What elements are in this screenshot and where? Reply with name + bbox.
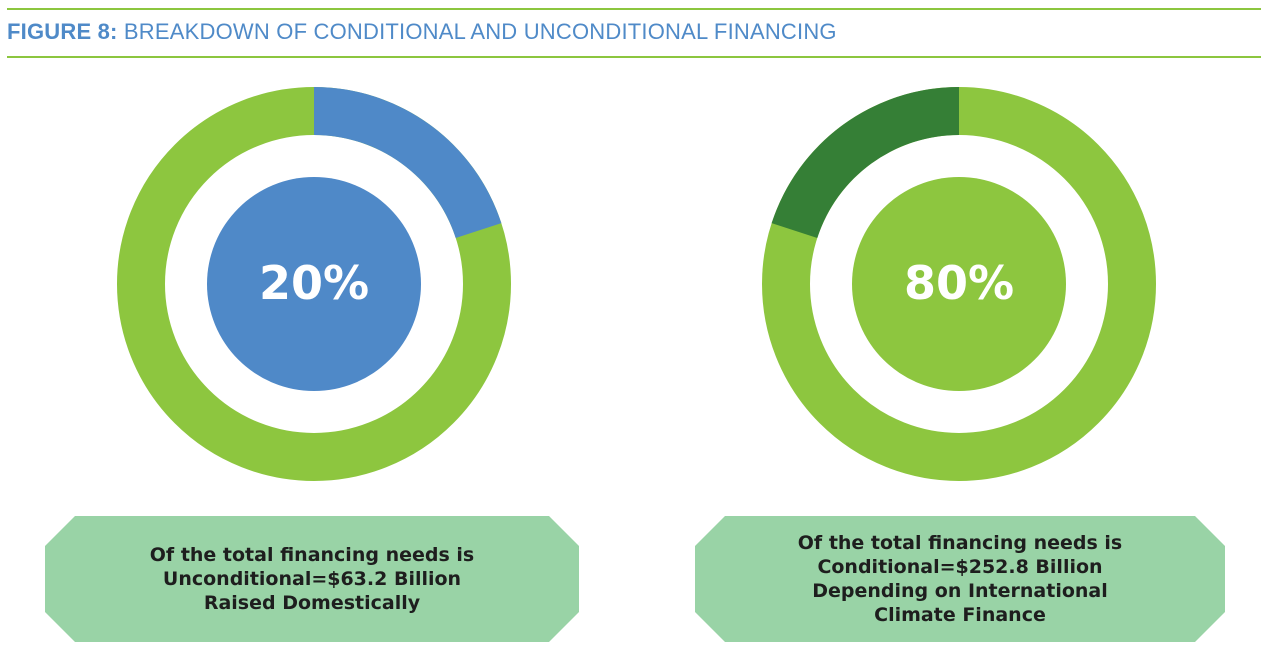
figure-title: FIGURE 8: BREAKDOWN OF CONDITIONAL AND U… [7, 18, 837, 46]
unconditional-donut-svg: 20% [117, 87, 511, 481]
unconditional-center-disc [207, 177, 421, 391]
conditional-caption-line-1: Of the total financing needs is [797, 532, 1123, 554]
conditional-center-disc [852, 177, 1066, 391]
conditional-caption-box: Of the total financing needs is Conditio… [695, 516, 1225, 642]
unconditional-caption-line-1: Of the total financing needs is [149, 544, 475, 566]
conditional-ring-segment [771, 87, 959, 238]
figure-title-text: BREAKDOWN OF CONDITIONAL AND UNCONDITION… [123, 19, 837, 44]
bottom-rule [7, 56, 1261, 58]
conditional-caption-line-4: Climate Finance [874, 604, 1046, 626]
conditional-donut-svg: 80% [762, 87, 1156, 481]
unconditional-caption-text: Of the total financing needs is Uncondit… [150, 543, 474, 615]
figure-label: FIGURE 8: [7, 19, 118, 44]
conditional-caption-line-2: Conditional=$252.8 Billion [817, 556, 1103, 578]
conditional-caption-text: Of the total financing needs is Conditio… [798, 531, 1122, 627]
unconditional-percent-label: 20% [259, 256, 369, 310]
conditional-percent-label: 80% [904, 256, 1014, 310]
unconditional-donut-chart: 20% [117, 87, 511, 481]
conditional-caption-line-3: Depending on International [812, 580, 1108, 602]
top-rule [7, 8, 1261, 10]
conditional-donut-chart: 80% [762, 87, 1156, 481]
unconditional-caption-line-3: Raised Domestically [203, 592, 421, 614]
unconditional-ring-segment [314, 87, 502, 238]
unconditional-caption-box: Of the total financing needs is Uncondit… [45, 516, 579, 642]
unconditional-caption-line-2: Unconditional=$63.2 Billion [162, 568, 462, 590]
